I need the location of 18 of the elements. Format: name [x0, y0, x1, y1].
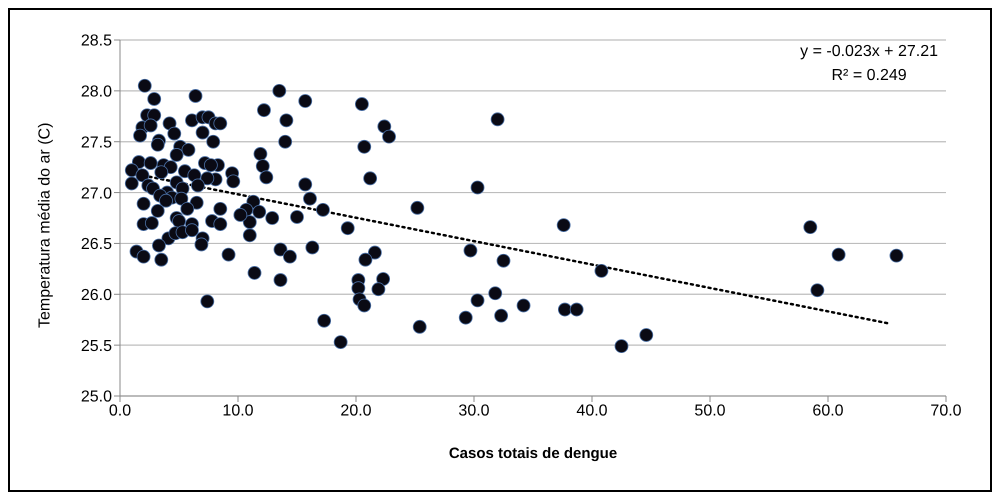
- x-tick-label: 10.0: [222, 402, 254, 420]
- y-tick-label: 27.5: [80, 134, 112, 152]
- x-tick-label: 50.0: [694, 402, 726, 420]
- y-tick-label: 25.5: [80, 338, 112, 355]
- y-tick-label: 28.0: [80, 84, 112, 101]
- y-tick-label: 28.5: [80, 32, 112, 50]
- x-axis-title: Casos totais de dengue: [448, 445, 618, 462]
- y-tick-label: 26.0: [80, 286, 112, 304]
- x-tick-label: 60.0: [812, 402, 844, 420]
- x-tick-label: 30.0: [458, 402, 490, 420]
- y-axis-title: Temperatura média do ar (C): [36, 122, 54, 328]
- x-tick-label: 40.0: [576, 402, 608, 420]
- annotation: R² = 0.249: [830, 66, 908, 86]
- annotation: y = -0.023x + 27.21: [800, 42, 938, 62]
- y-tick-label: 27.0: [80, 185, 112, 202]
- x-tick-label: 70.0: [930, 402, 962, 420]
- y-tick-label: 26.5: [80, 236, 112, 254]
- x-tick-label: 20.0: [340, 402, 372, 420]
